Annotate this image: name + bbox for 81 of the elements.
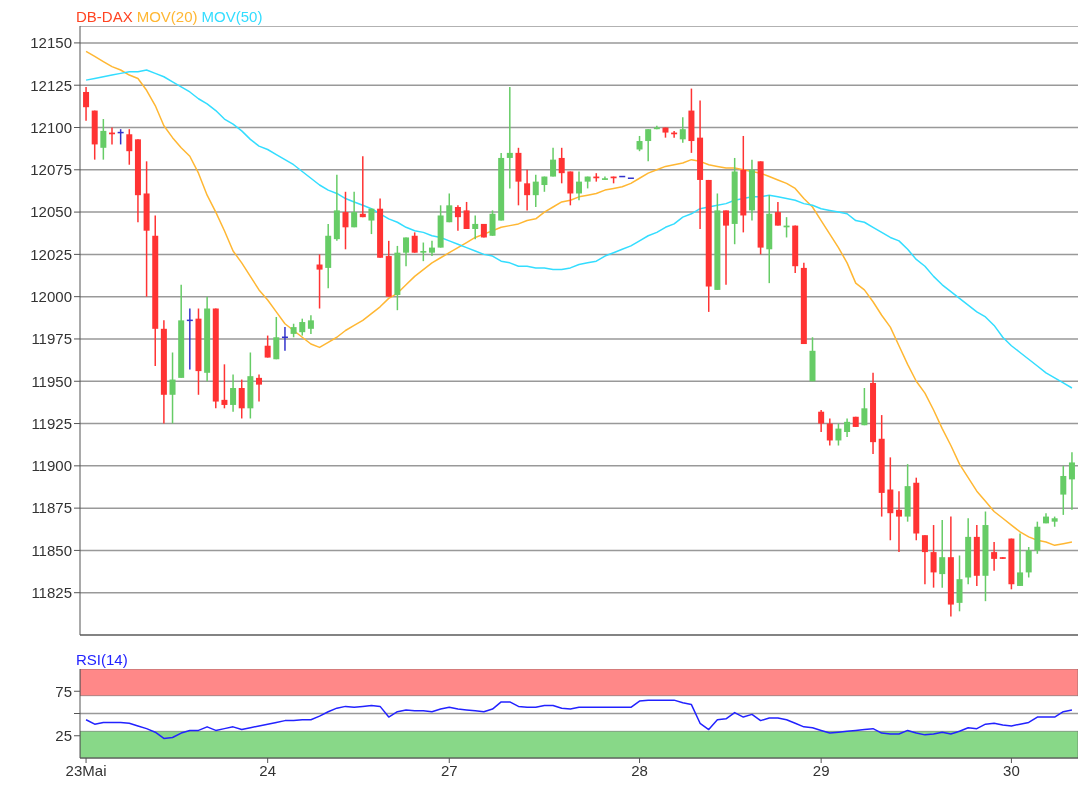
x-tick-label: 28 xyxy=(631,761,648,779)
candlestick xyxy=(489,209,496,237)
y-tick-label: 11925 xyxy=(31,414,72,432)
candlestick xyxy=(844,417,851,438)
y-tick-label: 11875 xyxy=(31,499,72,517)
y-tick-label: 11850 xyxy=(31,541,72,559)
candlestick xyxy=(126,128,133,166)
candlestick xyxy=(446,192,453,223)
candlestick xyxy=(567,170,574,207)
x-tick-label: 24 xyxy=(259,761,277,779)
candlestick xyxy=(956,554,963,613)
y-tick-label: 12075 xyxy=(30,161,72,179)
candlestick xyxy=(645,128,652,163)
candlestick xyxy=(273,316,280,361)
x-tick-label: 23Mai xyxy=(65,761,107,779)
candlestick xyxy=(169,351,176,425)
candlestick xyxy=(1068,451,1075,511)
candlestick xyxy=(576,170,582,201)
candlestick xyxy=(939,519,946,589)
y-tick-label: 12125 xyxy=(30,76,72,94)
candlestick xyxy=(524,169,531,212)
candlestick xyxy=(411,231,418,254)
y-tick-label: 11975 xyxy=(31,330,72,348)
y-tick-label: 12025 xyxy=(30,245,72,263)
candlestick xyxy=(472,214,479,240)
candlestick xyxy=(532,174,539,208)
candlestick xyxy=(550,147,557,178)
chart-title: DB-DAX xyxy=(76,8,133,26)
x-tick-label: 29 xyxy=(812,761,830,779)
y-tick-label: 75 xyxy=(55,682,72,700)
candlestick xyxy=(403,236,410,267)
line-series xyxy=(85,69,1073,389)
candlestick xyxy=(679,116,686,144)
candlestick xyxy=(835,422,842,447)
line-series xyxy=(85,50,1073,547)
text: RSI(14) xyxy=(76,651,128,669)
candlestick xyxy=(887,456,894,542)
y-tick-label: 12150 xyxy=(30,34,72,52)
candlestick xyxy=(351,191,358,229)
y-tick-label: 12100 xyxy=(30,118,72,136)
candlestick xyxy=(558,147,565,185)
candlestick xyxy=(723,209,730,286)
candlestick xyxy=(463,201,470,230)
text: MOV(20) xyxy=(136,8,198,26)
candlestick xyxy=(256,373,263,403)
line-series xyxy=(85,699,1073,740)
candlestick xyxy=(342,191,349,251)
candlestick xyxy=(264,334,271,359)
candlestick xyxy=(930,524,937,589)
candlestick xyxy=(895,490,902,553)
candlestick xyxy=(506,86,513,190)
candlestick xyxy=(921,534,928,585)
y-tick-label: 12000 xyxy=(30,287,72,305)
candlestick xyxy=(100,118,107,161)
candlestick xyxy=(307,314,314,335)
x-tick-label: 30 xyxy=(1003,761,1020,779)
x-tick-label: 27 xyxy=(440,761,458,779)
candlestick xyxy=(221,363,228,410)
candlestick xyxy=(818,409,825,433)
candlestick xyxy=(861,387,868,426)
candlestick xyxy=(83,86,90,122)
candlestick xyxy=(1060,465,1067,516)
candlestick xyxy=(368,207,375,235)
y-tick-label: 11950 xyxy=(31,372,72,390)
candlestick xyxy=(991,541,998,572)
candlestick xyxy=(1034,520,1041,555)
y-tick-label: 11900 xyxy=(31,457,72,475)
y-tick-label: 11825 xyxy=(31,584,72,602)
candlestick xyxy=(826,417,833,447)
text: MOV(50) xyxy=(201,8,263,26)
y-tick-label: 12050 xyxy=(30,203,72,221)
candlestick xyxy=(230,373,237,413)
candlestick xyxy=(420,241,427,262)
candlestick xyxy=(1025,546,1032,579)
candlestick xyxy=(774,201,781,227)
y-tick-label: 25 xyxy=(55,727,72,745)
candlestick xyxy=(238,378,245,420)
candlestick xyxy=(359,155,366,218)
candlestick xyxy=(316,253,323,310)
candlestick xyxy=(1017,532,1024,587)
candlestick xyxy=(454,204,461,232)
